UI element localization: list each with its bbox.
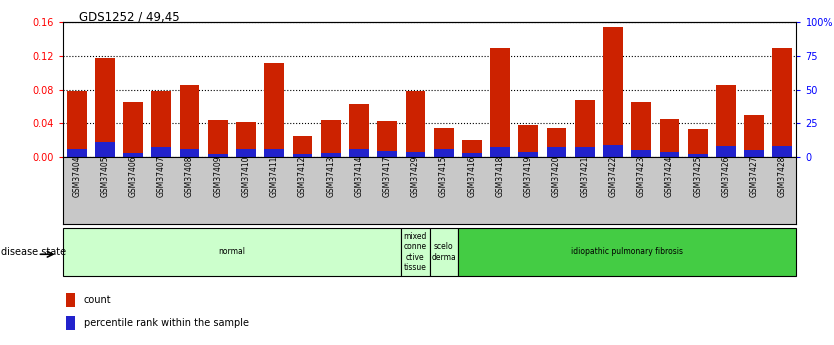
Bar [744,150,764,157]
Bar [63,228,401,276]
Bar [67,149,87,157]
Bar [462,153,482,157]
Bar [293,136,313,157]
Bar [377,121,397,157]
Bar [434,128,454,157]
Text: count: count [83,295,111,305]
Bar [631,150,651,157]
Bar [603,145,623,157]
Bar [293,154,313,157]
Bar [264,149,284,157]
Bar [321,153,340,157]
Bar [264,63,284,157]
Bar [123,102,143,157]
Bar [434,149,454,157]
Text: percentile rank within the sample: percentile rank within the sample [83,318,249,328]
Bar [152,147,171,157]
Bar [123,153,143,157]
Text: mixed
conne
ctive
tissue: mixed conne ctive tissue [404,232,427,272]
Bar [688,129,707,157]
Bar [631,102,651,157]
Bar [603,27,623,157]
Bar [660,152,680,157]
Bar [179,86,199,157]
Bar [688,154,707,157]
Bar [546,128,566,157]
Bar [401,228,430,276]
Bar [716,86,736,157]
Text: normal: normal [219,247,245,256]
Bar [66,316,75,331]
Bar [716,146,736,157]
Text: scelo
derma: scelo derma [431,242,456,262]
Bar [349,104,369,157]
Bar [458,228,796,276]
Bar [321,120,340,157]
Bar [405,152,425,157]
Bar [67,90,87,157]
Bar [95,142,115,157]
Bar [772,146,792,157]
Bar [490,147,510,157]
Bar [575,100,595,157]
Bar [152,90,171,157]
Bar [772,48,792,157]
Bar [179,149,199,157]
Bar [546,147,566,157]
Bar [575,147,595,157]
Bar [660,119,680,157]
Bar [405,90,425,157]
Bar [744,115,764,157]
Bar [66,293,75,307]
Bar [236,122,256,157]
Bar [519,125,538,157]
Text: disease state: disease state [1,247,66,257]
Text: idiopathic pulmonary fibrosis: idiopathic pulmonary fibrosis [571,247,683,256]
Bar [236,149,256,157]
Bar [95,58,115,157]
Text: GDS1252 / 49,45: GDS1252 / 49,45 [79,10,180,23]
Bar [377,151,397,157]
Bar [490,48,510,157]
Bar [208,154,228,157]
Bar [208,120,228,157]
Bar [349,149,369,157]
Bar [519,152,538,157]
Bar [462,140,482,157]
Bar [430,228,458,276]
